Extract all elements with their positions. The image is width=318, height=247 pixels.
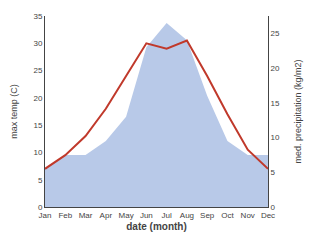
- svg-text:25: 25: [33, 66, 42, 75]
- svg-text:35: 35: [33, 12, 42, 21]
- svg-text:med. precipitation (kg/m2): med. precipitation (kg/m2): [293, 59, 303, 163]
- svg-text:Dec: Dec: [261, 211, 275, 220]
- svg-text:0: 0: [271, 203, 276, 212]
- svg-text:max temp (C): max temp (C): [9, 84, 19, 139]
- svg-text:15: 15: [271, 99, 280, 108]
- svg-text:Aug: Aug: [180, 211, 194, 220]
- svg-text:May: May: [119, 211, 134, 220]
- svg-text:Oct: Oct: [221, 211, 234, 220]
- svg-text:Apr: Apr: [100, 211, 113, 220]
- svg-text:10: 10: [271, 133, 280, 142]
- svg-text:15: 15: [33, 121, 42, 130]
- svg-text:30: 30: [33, 39, 42, 48]
- svg-text:Nov: Nov: [241, 211, 255, 220]
- svg-text:Feb: Feb: [58, 211, 72, 220]
- svg-text:date (month): date (month): [126, 221, 187, 232]
- svg-text:25: 25: [271, 29, 280, 38]
- svg-text:Jun: Jun: [140, 211, 153, 220]
- svg-text:Jul: Jul: [162, 211, 172, 220]
- svg-text:0: 0: [38, 203, 43, 212]
- svg-text:Mar: Mar: [79, 211, 93, 220]
- svg-text:Jan: Jan: [39, 211, 52, 220]
- svg-text:20: 20: [271, 64, 280, 73]
- svg-text:5: 5: [38, 176, 43, 185]
- svg-text:10: 10: [33, 148, 42, 157]
- svg-text:Sep: Sep: [200, 211, 215, 220]
- svg-text:20: 20: [33, 94, 42, 103]
- svg-text:5: 5: [271, 168, 276, 177]
